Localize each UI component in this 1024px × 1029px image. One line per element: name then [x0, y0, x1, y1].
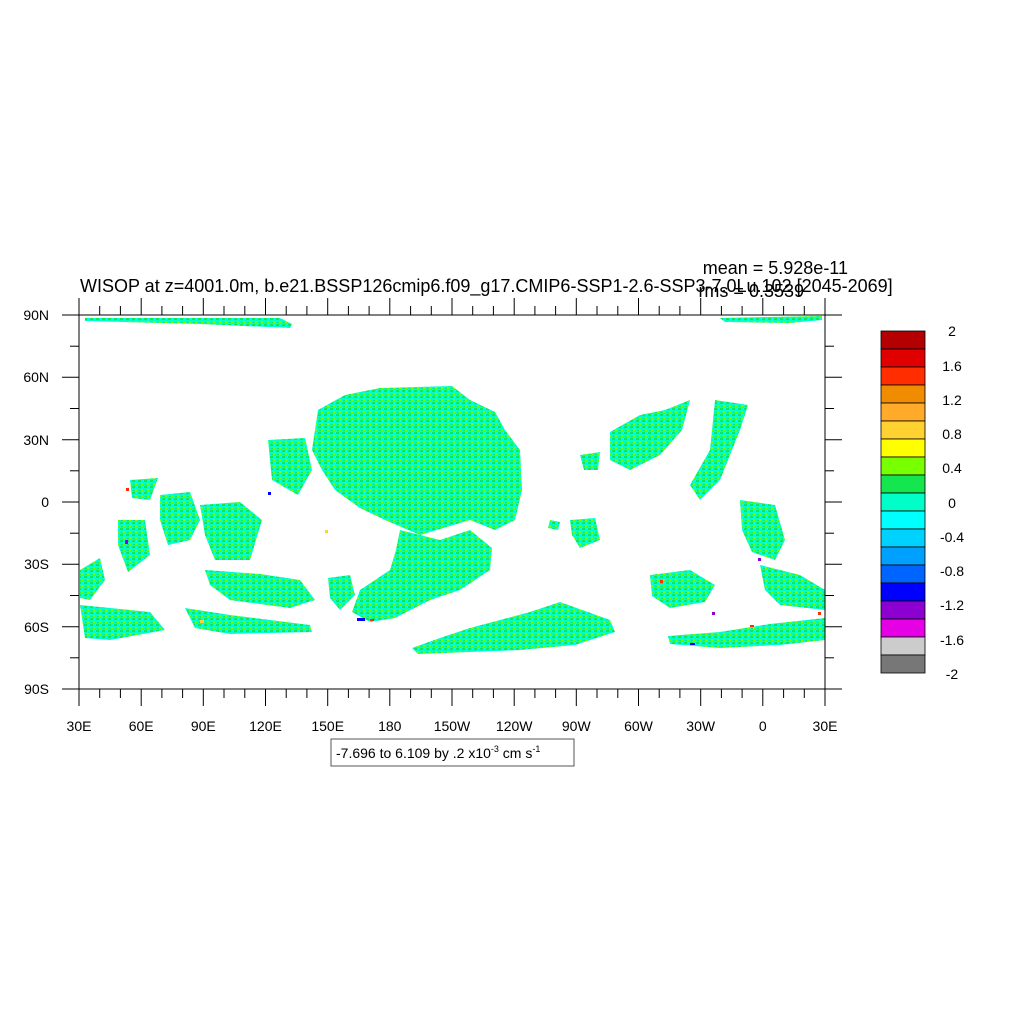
southern-band-west: [205, 570, 315, 608]
colorbar-swatch: [880, 366, 926, 386]
colorbar-swatch: [880, 474, 926, 494]
colorbar-label: 0.8: [942, 426, 962, 442]
lat-label: 60N: [23, 369, 49, 385]
colorbar-swatch: [880, 510, 926, 530]
lat-label: 30N: [23, 432, 49, 448]
colorbar-label: -2: [946, 666, 959, 682]
lat-label: 60S: [24, 619, 49, 635]
lon-label: 150W: [434, 718, 471, 734]
colorbar: [880, 330, 926, 674]
lat-label: 90N: [23, 307, 49, 323]
lon-label: 60E: [129, 718, 154, 734]
colorbar-swatch: [880, 402, 926, 422]
lon-label: 180: [378, 718, 402, 734]
lon-label: 120E: [249, 718, 282, 734]
map-field: [80, 316, 825, 654]
lon-label: 90W: [562, 718, 592, 734]
lon-label: 30E: [813, 718, 838, 734]
contour-info-box: [330, 738, 575, 767]
extreme-value-speckles: [125, 488, 821, 645]
lon-label: 30E: [67, 718, 92, 734]
colorbar-swatch: [880, 636, 926, 656]
southern-ocean-band-3: [412, 602, 615, 654]
colorbar-swatch: [880, 492, 926, 512]
lon-labels: 30E 60E 90E 120E 150E 180 150W 120W 90W …: [67, 718, 838, 734]
south-america-fringe: [118, 520, 150, 572]
contour-units: cm s: [499, 745, 532, 761]
colorbar-swatch: [880, 546, 926, 566]
south-pacific-region: [352, 530, 492, 622]
lon-label: 60W: [624, 718, 654, 734]
west-coast-patch: [80, 558, 105, 600]
tick-marks: [62, 298, 842, 706]
lon-label: 0: [759, 718, 767, 734]
contour-exponent: -3: [491, 744, 499, 754]
southern-ocean-band-2: [185, 608, 312, 634]
colorbar-swatch: [880, 528, 926, 548]
western-region: [268, 438, 312, 495]
rms-stat: rms = 0.3539: [698, 281, 804, 301]
atlantic-northeast: [690, 400, 748, 500]
colorbar-label: -1.6: [940, 632, 964, 648]
colorbar-label: 1.6: [942, 358, 962, 374]
lat-label: 90S: [24, 681, 49, 697]
colorbar-swatch: [880, 420, 926, 440]
atlantic-tropical: [740, 500, 785, 560]
colorbar-swatch: [880, 600, 926, 620]
colorbar-swatch: [880, 438, 926, 458]
southern-ocean-band-1: [80, 605, 165, 640]
lat-label: 30S: [24, 556, 49, 572]
colorbar-swatch: [880, 456, 926, 476]
colorbar-swatch: [880, 348, 926, 368]
indian-ocean-north: [160, 492, 200, 545]
small-island-patch-2: [570, 518, 600, 548]
small-island-patch-3: [130, 478, 158, 500]
arctic-strip-east: [720, 316, 822, 323]
mean-stat: mean = 5.928e-11: [703, 258, 848, 278]
contour-range: -7.696 to 6.109 by .2 x10: [336, 745, 491, 761]
indonesia-patch: [328, 575, 355, 610]
arctic-strip-west: [85, 318, 292, 328]
colorbar-label: -1.2: [940, 597, 964, 613]
colorbar-label: -0.4: [940, 529, 964, 545]
colorbar-swatch: [880, 582, 926, 602]
lon-label: 120W: [496, 718, 533, 734]
contour-info-text: -7.696 to 6.109 by .2 x10-3 cm s-1: [336, 744, 540, 761]
equatorial-east-patch: [580, 452, 600, 470]
lon-label: 90E: [191, 718, 216, 734]
contour-units-exponent: -1: [532, 744, 540, 754]
lat-labels: 90N 60N 30N 0 30S 60S 90S: [23, 307, 49, 697]
colorbar-label: 1.2: [942, 392, 962, 408]
colorbar-swatch: [880, 384, 926, 404]
lon-label: 30W: [686, 718, 716, 734]
plot-title: WISOP at z=4001.0m, b.e21.BSSP126cmip6.f…: [80, 276, 893, 297]
atlantic-south-west: [650, 570, 715, 608]
lon-label: 150E: [311, 718, 344, 734]
colorbar-swatch: [880, 618, 926, 638]
north-pacific-region: [312, 386, 522, 535]
indian-ocean-central: [200, 502, 262, 560]
small-island-patch-1: [548, 520, 560, 530]
lat-label: 0: [41, 494, 49, 510]
colorbar-label: -0.8: [940, 563, 964, 579]
colorbar-swatch: [880, 330, 926, 350]
colorbar-swatch: [880, 654, 926, 674]
colorbar-label: 2: [948, 323, 956, 339]
colorbar-label: 0: [948, 495, 956, 511]
colorbar-swatch: [880, 564, 926, 584]
colorbar-labels: 2 1.6 1.2 0.8 0.4 0 -0.4 -0.8 -1.2 -1.6 …: [940, 323, 964, 682]
colorbar-label: 0.4: [942, 460, 962, 476]
atlantic-south-east: [760, 565, 825, 610]
southern-ocean-band-4: [668, 618, 825, 648]
atlantic-north: [610, 400, 690, 470]
